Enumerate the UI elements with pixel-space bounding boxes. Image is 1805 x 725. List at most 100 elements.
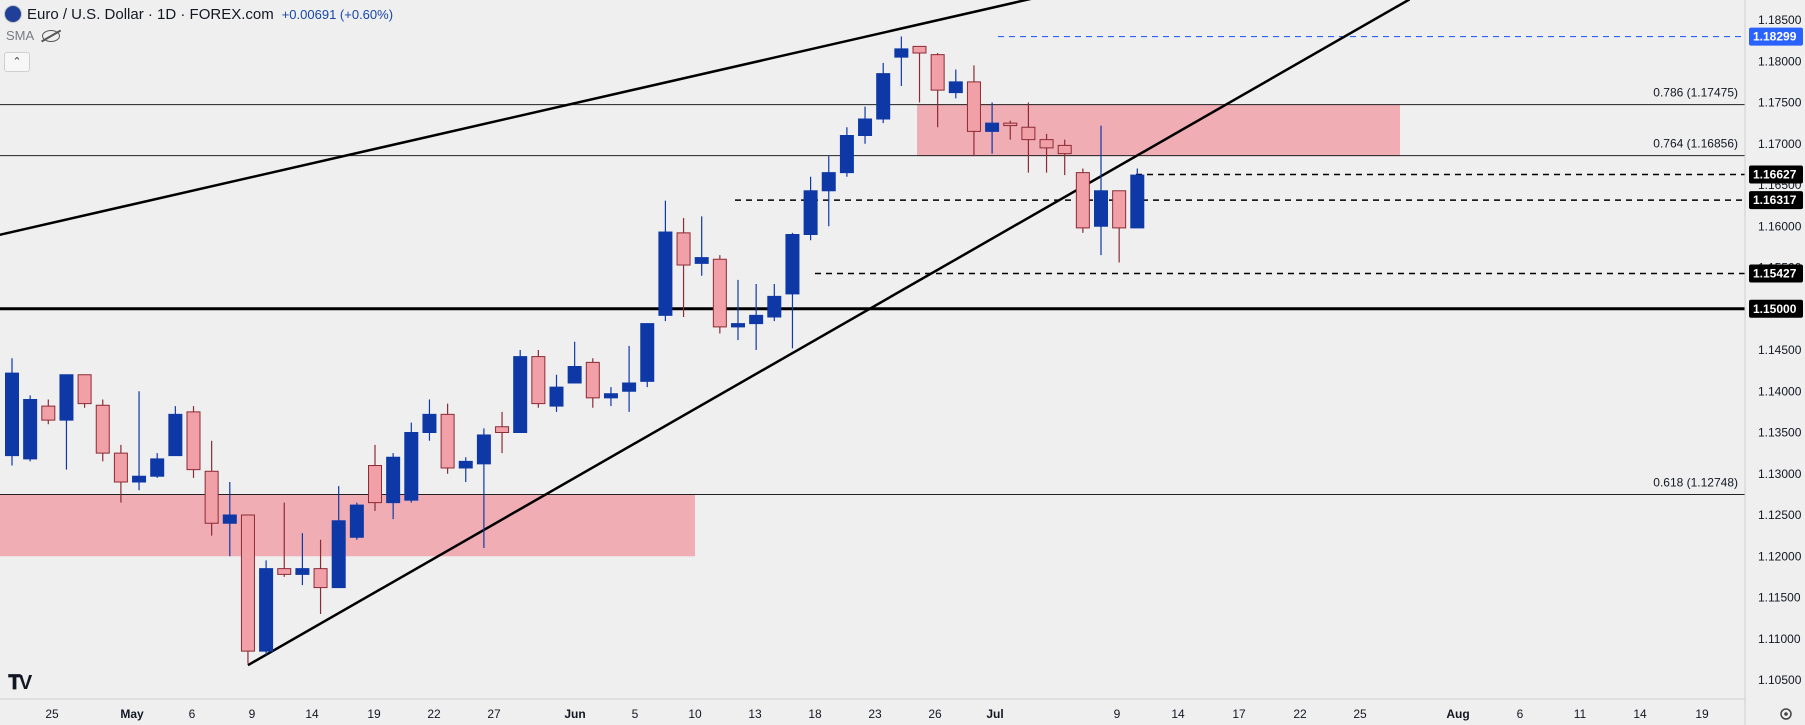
candle <box>513 350 528 434</box>
candle-body <box>1112 190 1127 229</box>
candle <box>694 216 709 276</box>
candle <box>1094 125 1108 256</box>
candle <box>240 514 255 664</box>
candle-body <box>1130 174 1145 229</box>
candle <box>676 218 691 317</box>
y-tick-label: 1.18500 <box>1758 13 1802 27</box>
candle-body <box>585 361 600 399</box>
candle <box>422 399 437 441</box>
candle-body <box>295 568 310 575</box>
price-tag-label: 1.15000 <box>1753 302 1797 316</box>
price-tag-bg <box>1749 299 1803 318</box>
settings-gear-icon[interactable] <box>1780 708 1792 720</box>
x-tick-label: 14 <box>305 707 319 721</box>
euro-flag-icon <box>4 5 22 23</box>
fib-level-label: 0.618 (1.12748) <box>1653 476 1738 490</box>
candle-body <box>1075 172 1090 229</box>
candle-body <box>150 458 165 477</box>
candle <box>640 323 655 388</box>
candle-body <box>259 568 274 652</box>
candle <box>658 200 673 322</box>
symbol-title[interactable]: Euro / U.S. Dollar · 1D · FOREX.com <box>27 5 274 23</box>
candle <box>222 482 237 557</box>
candle <box>567 341 582 384</box>
candle-body <box>77 374 92 405</box>
x-tick-label: 6 <box>1517 707 1524 721</box>
indicator-row[interactable]: SMA <box>6 28 61 43</box>
candle <box>440 403 455 474</box>
candle <box>839 127 854 177</box>
candle-body <box>404 432 419 501</box>
candle <box>150 453 165 478</box>
y-tick-label: 1.17500 <box>1758 96 1802 110</box>
candle-body <box>567 366 582 384</box>
candle-body <box>495 426 510 434</box>
candle-body <box>458 460 473 469</box>
support-resistance-zone <box>0 494 695 557</box>
y-tick-label: 1.13500 <box>1758 426 1802 440</box>
candle <box>858 106 873 144</box>
x-tick-label: 27 <box>487 707 501 721</box>
y-tick-label: 1.11500 <box>1758 591 1801 605</box>
candle-body <box>803 190 818 235</box>
candle-body <box>640 323 655 382</box>
x-tick-label: 13 <box>748 707 762 721</box>
candle-body <box>603 393 618 399</box>
candle <box>168 406 183 457</box>
x-tick-label: 5 <box>632 707 639 721</box>
candle-body <box>422 413 437 434</box>
candle-body <box>712 258 727 328</box>
price-tag-bg <box>1749 165 1803 184</box>
trend-lines <box>0 0 1411 667</box>
price-tag-label: 1.18299 <box>1753 30 1797 44</box>
candle <box>622 345 637 412</box>
chevron-up-icon[interactable]: ⌃ <box>4 52 30 72</box>
candle <box>95 399 110 462</box>
candle-body <box>531 356 546 405</box>
candle <box>948 69 963 99</box>
x-tick-label: 23 <box>868 707 882 721</box>
candle <box>349 502 364 540</box>
candle-body <box>1039 139 1054 149</box>
candle <box>785 232 800 349</box>
candle-body <box>277 568 292 575</box>
candle <box>41 399 56 425</box>
indicator-label[interactable]: SMA <box>6 28 35 43</box>
candle <box>1057 139 1072 176</box>
eye-hidden-icon[interactable] <box>42 29 61 42</box>
candle-body <box>622 382 637 392</box>
candle <box>803 176 818 241</box>
x-tick-label: Jul <box>986 707 1003 721</box>
candle-body <box>948 81 963 94</box>
tradingview-logo: 𝐓V <box>8 672 32 694</box>
candle <box>204 440 219 536</box>
candle <box>59 374 74 470</box>
candle-body <box>1021 126 1036 141</box>
candle-body <box>694 257 709 264</box>
candle <box>386 453 401 520</box>
x-tick-label: 17 <box>1232 707 1246 721</box>
candle-body <box>168 413 183 457</box>
price-tag-bg <box>1749 27 1803 46</box>
y-tick-label: 1.16000 <box>1758 219 1802 233</box>
candle <box>966 65 981 157</box>
x-tick-label: 22 <box>427 707 441 721</box>
candle-body <box>821 172 836 192</box>
candle-body <box>204 470 219 524</box>
candle <box>603 387 618 407</box>
price-change: +0.00691 (+0.60%) <box>281 6 394 22</box>
candle-body <box>658 231 673 316</box>
y-tick-label: 1.12500 <box>1758 508 1802 522</box>
candle <box>876 62 891 124</box>
price-tag: 1.16317 <box>1749 191 1803 210</box>
candle-body <box>966 81 981 132</box>
candle-body <box>912 45 927 54</box>
candle-body <box>222 514 237 524</box>
candle-body <box>549 386 564 407</box>
x-tick-label: 10 <box>688 707 702 721</box>
x-tick-label: Aug <box>1446 707 1469 721</box>
candle-body <box>858 118 873 136</box>
candle <box>985 102 1000 154</box>
fib-level-label: 0.764 (1.16856) <box>1653 137 1738 151</box>
